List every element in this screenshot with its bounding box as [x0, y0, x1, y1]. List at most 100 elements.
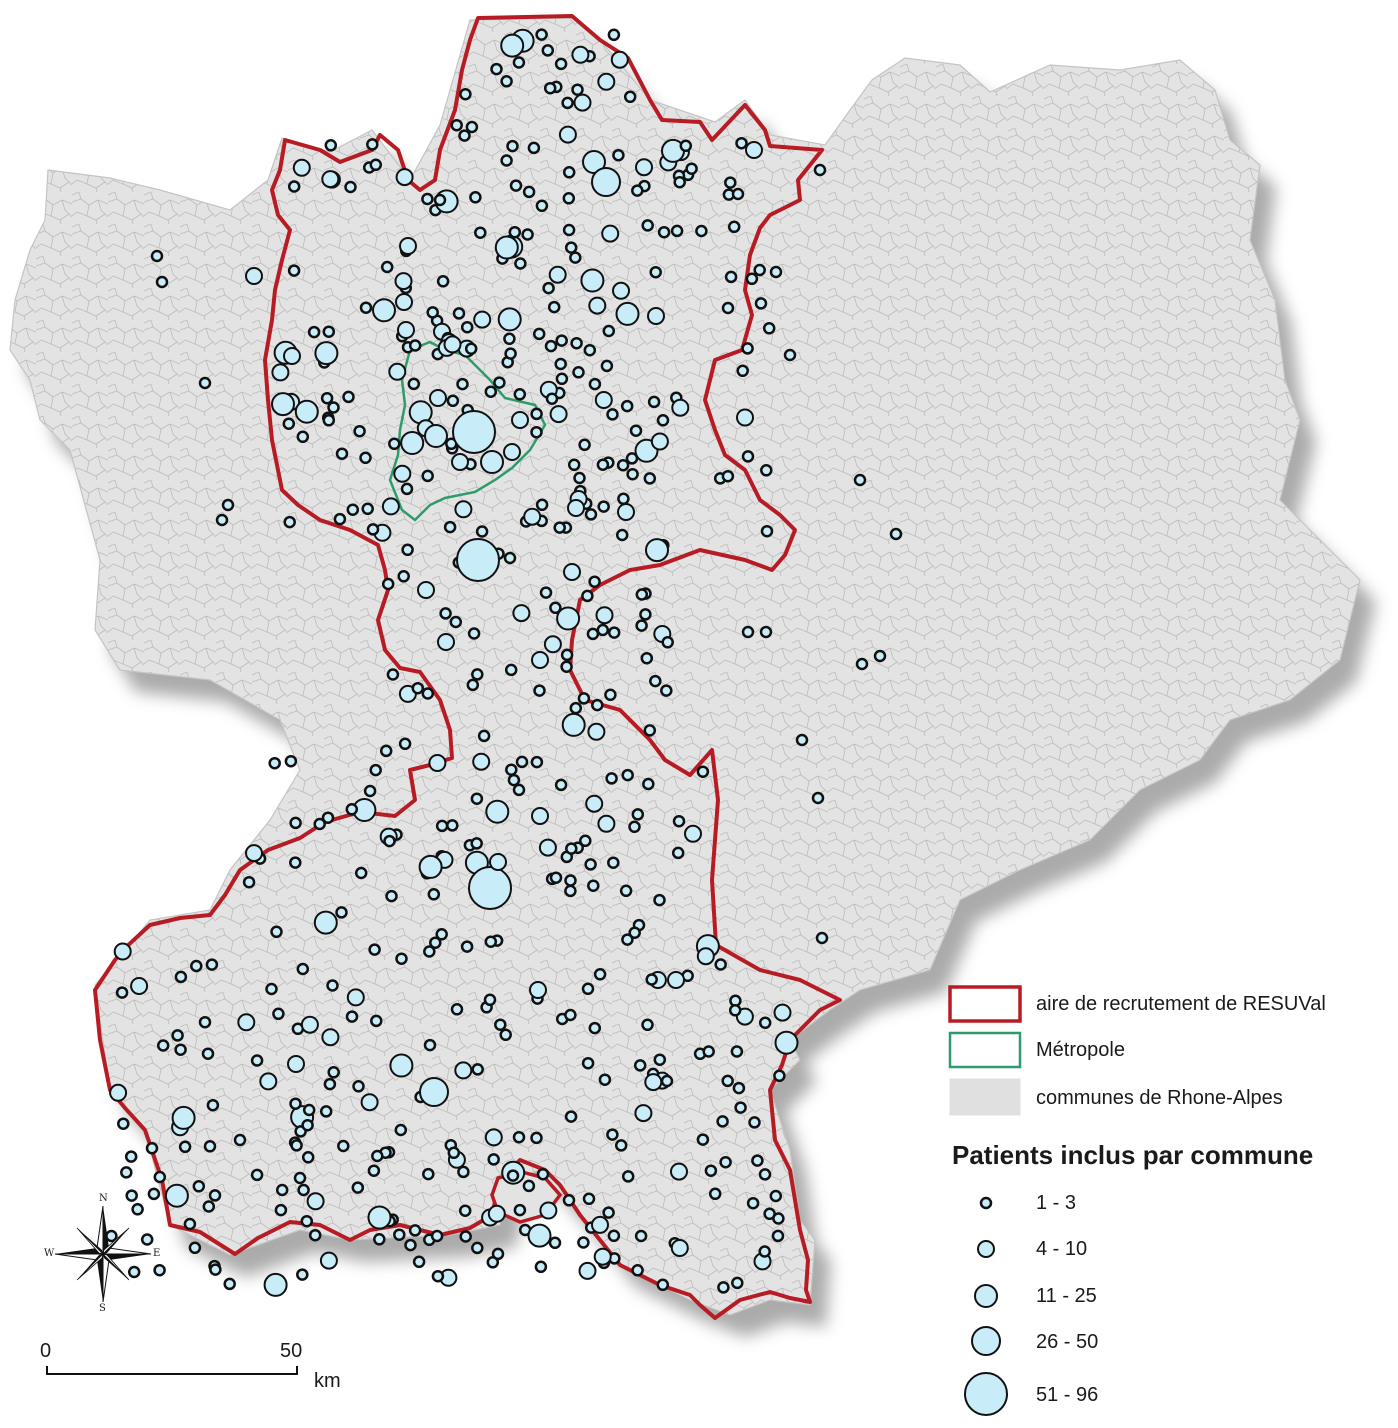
patient-circle — [548, 1236, 562, 1250]
patient-circle — [326, 979, 339, 992]
patient-circle — [314, 341, 339, 366]
patient-circle — [369, 158, 383, 172]
patient-circle — [732, 1081, 746, 1095]
patient-circle — [284, 754, 298, 768]
patient-circle — [296, 1268, 309, 1281]
patient-circle — [411, 681, 425, 695]
patient-circle — [607, 856, 620, 869]
patient-circle — [640, 651, 654, 665]
patient-circle — [388, 437, 401, 451]
patient-circle — [815, 931, 829, 945]
patient-circle — [758, 1168, 772, 1181]
patient-circle — [435, 928, 448, 941]
patient-circle — [367, 1205, 392, 1230]
patient-circle — [660, 684, 673, 697]
patient-circle — [117, 1117, 130, 1130]
patient-circle — [591, 698, 604, 712]
patient-circle — [530, 755, 544, 769]
patient-circle — [293, 1171, 307, 1185]
patient-circle — [585, 794, 604, 813]
patient-circle — [351, 1181, 365, 1194]
patient-circle — [530, 407, 543, 421]
patient-circle — [562, 1194, 576, 1207]
patient-circle — [423, 945, 436, 958]
patient-circle — [642, 777, 655, 791]
patient-circle — [115, 986, 129, 999]
patient-circle — [395, 168, 414, 187]
patient-circle — [379, 744, 393, 758]
patient-circle — [564, 241, 578, 254]
patient-circle — [480, 450, 504, 474]
patient-circle — [538, 838, 557, 857]
patient-circle — [270, 925, 283, 939]
patient-circle — [417, 581, 435, 599]
patient-circle — [272, 1007, 285, 1021]
patient-circle — [321, 811, 335, 824]
patient-circle — [346, 988, 365, 1007]
patient-circle — [531, 651, 549, 669]
patient-circle — [631, 808, 645, 821]
patient-circle — [634, 1229, 648, 1243]
patient-circle — [598, 1073, 612, 1086]
patient-circle — [561, 712, 586, 737]
patient-circle — [758, 1016, 772, 1030]
patient-circle — [418, 854, 443, 879]
patient-circle — [724, 176, 737, 189]
patient-circle — [591, 1215, 609, 1234]
patient-circle — [564, 884, 577, 898]
patient-circle — [506, 139, 519, 153]
patient-circle — [459, 1230, 472, 1243]
patient-circle — [394, 272, 413, 291]
patient-circle — [647, 307, 665, 325]
patient-circle — [527, 141, 541, 155]
patient-circle — [527, 1223, 552, 1248]
patient-circle — [616, 458, 630, 472]
patient-circle — [644, 1073, 663, 1092]
patient-circle — [560, 648, 574, 662]
patient-circle — [174, 1043, 187, 1056]
patient-circle — [386, 668, 400, 681]
patient-circle — [245, 844, 263, 863]
patient-circle — [579, 834, 592, 848]
patient-circle — [649, 674, 662, 688]
patient-circle — [397, 321, 415, 339]
patient-circle — [429, 936, 442, 949]
patient-circle — [431, 1269, 445, 1283]
patient-circle — [564, 1110, 578, 1123]
patient-circle — [503, 551, 517, 565]
patient-circle — [274, 1203, 288, 1217]
patient-circle — [500, 154, 513, 167]
patient-circle — [619, 884, 633, 898]
patient-circle — [601, 224, 620, 243]
patient-circle — [673, 175, 686, 189]
patient-circle — [397, 570, 410, 583]
patient-circle — [873, 649, 887, 663]
patient-circle — [399, 237, 417, 255]
patient-circle — [702, 1045, 715, 1058]
patient-circle — [727, 220, 741, 234]
legend-recruitment-label: aire de recrutement de RESUVal — [1036, 993, 1326, 1015]
patient-circle — [302, 1103, 316, 1117]
patient-circle — [555, 334, 568, 347]
patient-circle — [372, 298, 396, 323]
patient-circle — [183, 1217, 197, 1231]
patient-circle — [751, 1154, 764, 1167]
patient-circle — [475, 525, 489, 538]
patient-circle — [398, 737, 412, 751]
patient-circle — [736, 408, 754, 427]
patient-circle — [471, 668, 484, 681]
compass-s: S — [99, 1303, 106, 1314]
patient-circle — [301, 1151, 315, 1164]
patient-circle — [635, 158, 653, 177]
patient-circle — [337, 1139, 350, 1153]
patient-circle — [696, 947, 715, 966]
patient-circle — [346, 503, 360, 516]
patient-circle — [426, 306, 439, 319]
patient-circle — [370, 1014, 383, 1028]
legend-metropole-label: Métropole — [1036, 1039, 1125, 1061]
patient-circle — [587, 722, 606, 741]
patient-circle — [483, 993, 497, 1007]
patient-circle — [124, 1150, 138, 1163]
patient-circle — [573, 471, 586, 485]
patient-circle — [541, 44, 555, 57]
